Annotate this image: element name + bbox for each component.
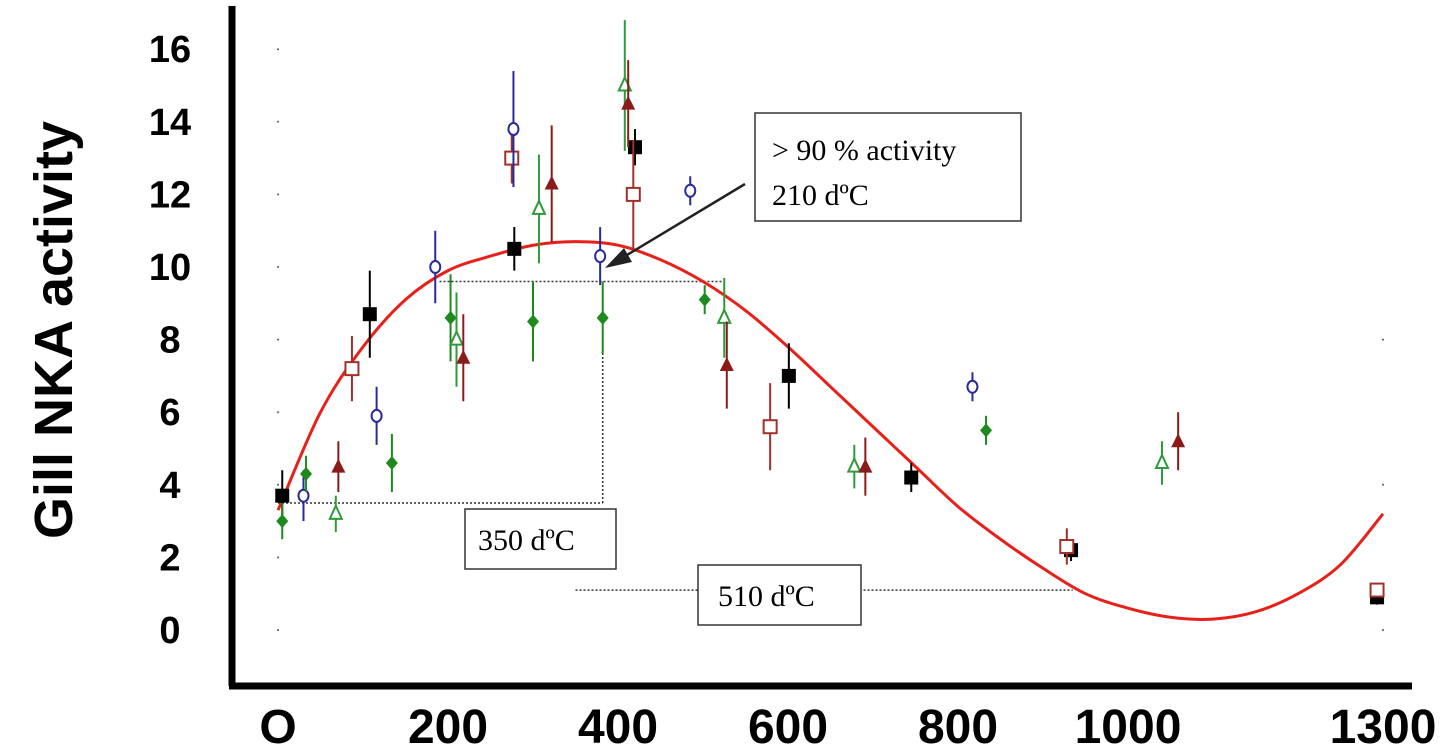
data-points bbox=[275, 20, 1385, 605]
axis-dot bbox=[277, 338, 279, 341]
x-tick-label: 600 bbox=[748, 701, 828, 754]
open-circle-point bbox=[594, 249, 607, 264]
annotation-activity-line1: > 90 % activity bbox=[772, 134, 956, 167]
filled-diamond-point bbox=[698, 292, 711, 307]
filled-triangle-point bbox=[544, 175, 559, 190]
axis-dot bbox=[277, 266, 279, 268]
open-circle-point bbox=[507, 122, 520, 137]
annotation-350: 350 dºC bbox=[478, 524, 575, 557]
filled-square-point bbox=[904, 470, 919, 485]
filled-diamond-point bbox=[527, 314, 539, 329]
filled-triangle-point bbox=[331, 458, 346, 473]
open-circle-point bbox=[297, 488, 310, 503]
axis-dot bbox=[1382, 629, 1384, 631]
filled-diamond-point bbox=[444, 310, 457, 325]
y-tick-label: 12 bbox=[149, 174, 191, 216]
axis-dot bbox=[1382, 483, 1384, 486]
axis-dot bbox=[277, 48, 279, 51]
axis-dot bbox=[277, 193, 279, 196]
filled-diamond-point bbox=[596, 310, 609, 325]
filled-triangle-point bbox=[456, 349, 471, 364]
filled-square-point bbox=[781, 368, 796, 383]
open-triangle-point bbox=[716, 307, 732, 324]
y-tick-label: 0 bbox=[159, 610, 180, 652]
annotation-arrowhead bbox=[605, 248, 632, 268]
y-tick-label: 10 bbox=[149, 247, 191, 289]
open-square-point bbox=[344, 361, 360, 377]
axis-dot bbox=[1382, 338, 1384, 341]
open-circle-point bbox=[429, 260, 442, 274]
annotation-box-activity bbox=[754, 112, 1022, 222]
y-axis-label: Gill NKA activity bbox=[24, 121, 84, 539]
filled-square-point bbox=[362, 307, 377, 322]
y-tick-label: 8 bbox=[159, 320, 180, 362]
filled-diamond-point bbox=[980, 423, 993, 438]
axis-dot bbox=[277, 120, 279, 123]
x-tick-label: 200 bbox=[408, 701, 488, 754]
annotation-box-510 bbox=[697, 564, 862, 626]
filled-diamond-point bbox=[385, 456, 398, 471]
axis-dot bbox=[277, 483, 279, 486]
annotations: > 90 % activity 210 dºC 350 dºC 510 dºC bbox=[464, 112, 1022, 626]
y-tick-label: 16 bbox=[149, 29, 191, 71]
filled-square-point bbox=[628, 140, 642, 155]
filled-diamond-point bbox=[300, 466, 313, 481]
open-triangle-point bbox=[531, 198, 547, 215]
fit-curve-layer bbox=[276, 240, 1385, 621]
annotation-arrow bbox=[611, 182, 746, 266]
x-tick-label: 1300 bbox=[1330, 701, 1437, 754]
filled-triangle-point bbox=[858, 458, 873, 473]
open-square-point bbox=[762, 419, 778, 435]
x-tick-label: O bbox=[259, 701, 296, 754]
axis-dot bbox=[277, 629, 279, 631]
y-tick-label: 14 bbox=[149, 102, 191, 144]
open-circle-point bbox=[684, 183, 697, 198]
open-circle-point bbox=[370, 408, 383, 423]
x-tick-label: 800 bbox=[918, 701, 998, 754]
filled-square-point bbox=[275, 488, 290, 503]
x-tick-label: 1000 bbox=[1075, 701, 1182, 754]
y-tick-label: 2 bbox=[159, 537, 180, 579]
x-tick-label: 400 bbox=[578, 701, 658, 754]
y-tick-label: 4 bbox=[159, 465, 180, 507]
annotation-box-350 bbox=[464, 508, 617, 570]
annotation-activity-line2: 210 dºC bbox=[772, 179, 869, 212]
open-square-point bbox=[1369, 582, 1385, 598]
open-square-point bbox=[504, 150, 520, 166]
axis-dot bbox=[277, 411, 279, 414]
open-square-point bbox=[1059, 539, 1075, 555]
filled-triangle-point bbox=[719, 357, 734, 372]
filled-diamond-point bbox=[276, 514, 289, 529]
open-triangle-point bbox=[328, 503, 344, 520]
fit-curve bbox=[276, 240, 1385, 621]
y-tick-label: 6 bbox=[159, 392, 180, 434]
axes: 0 2 4 6 8 10 12 14 16 O 200 400 600 800 1000 1300 Gill N… bbox=[24, 6, 1436, 754]
filled-triangle-point bbox=[1171, 433, 1186, 448]
open-triangle-point bbox=[1154, 452, 1170, 470]
filled-square-point bbox=[507, 241, 522, 256]
open-triangle-point bbox=[448, 329, 465, 346]
annotation-510: 510 dºC bbox=[718, 580, 815, 613]
open-circle-point bbox=[966, 379, 979, 394]
open-triangle-point bbox=[846, 456, 862, 473]
filled-triangle-point bbox=[621, 95, 636, 110]
axis-dot bbox=[277, 556, 279, 559]
open-square-point bbox=[625, 186, 641, 202]
